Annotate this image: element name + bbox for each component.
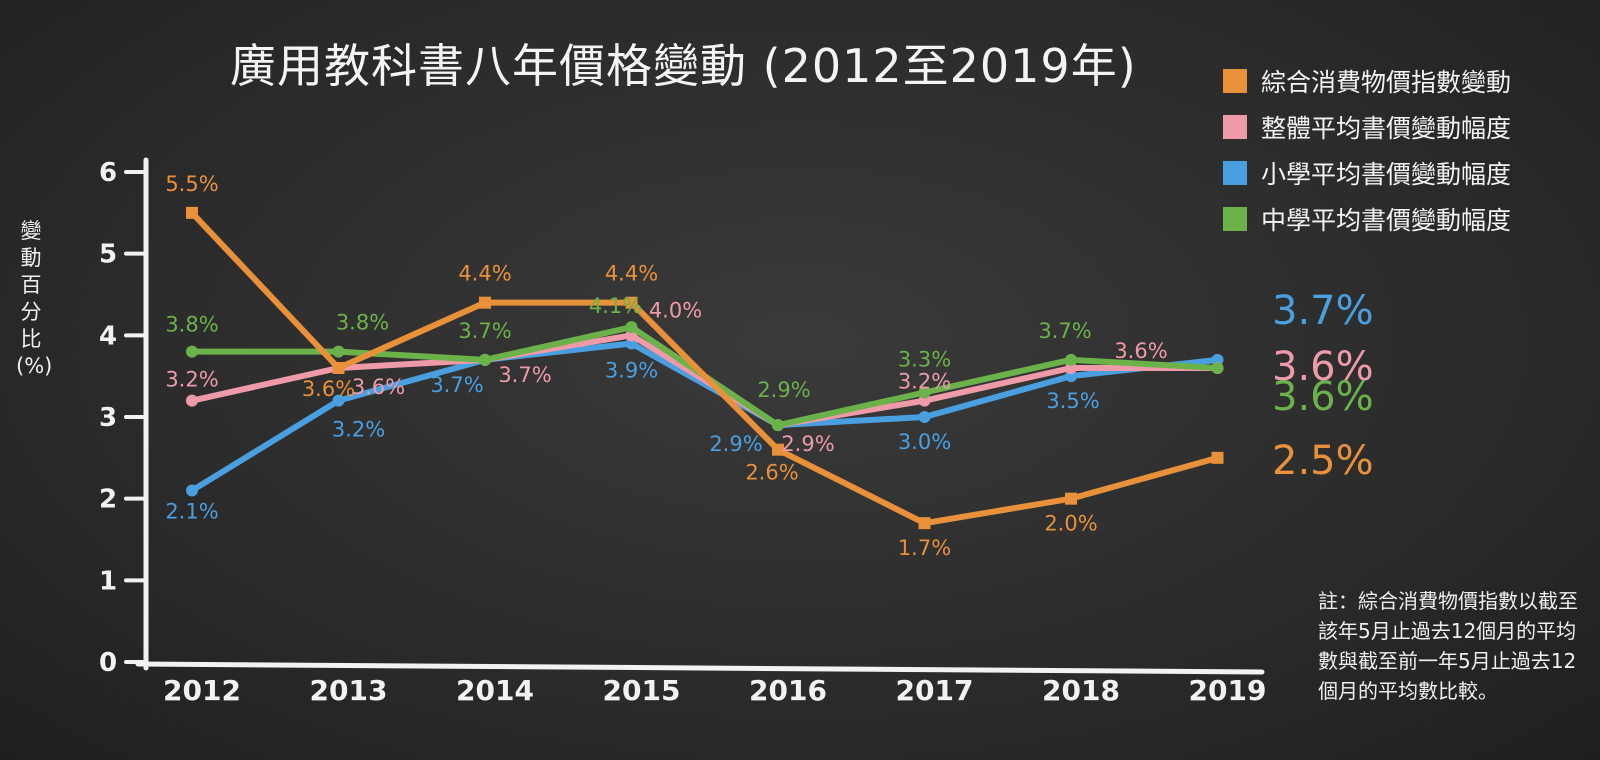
data-label: 3.7%	[498, 363, 551, 387]
data-label: 3.5%	[1046, 389, 1099, 413]
y-tick-label: 3	[99, 403, 117, 433]
data-labels-layer: 5.5% 3.6% 4.4% 4.4% 2.6% 1.7% 2.0% 3.2% 3.6% 3.7%…	[165, 172, 1167, 560]
series-0	[186, 206, 1224, 530]
data-label: 5.5%	[165, 172, 218, 196]
series-line	[189, 209, 1221, 527]
y-tick-label: 0	[99, 648, 117, 678]
data-label: 4.4%	[605, 262, 658, 286]
data-label: 3.6%	[352, 375, 405, 399]
legend-item: 整體平均書價變動幅度	[1223, 104, 1511, 150]
data-label: 3.7%	[430, 373, 483, 397]
x-axis-line	[135, 661, 1265, 675]
y-tick-label: 6	[99, 158, 117, 188]
data-point	[186, 394, 198, 407]
series-layer	[186, 206, 1224, 530]
data-label: 3.7%	[1038, 319, 1091, 343]
data-label: 3.2%	[165, 368, 218, 392]
legend-item: 小學平均書價變動幅度	[1223, 150, 1511, 196]
chart-title: 廣用教科書八年價格變動 (2012至2019年)	[230, 39, 1137, 93]
data-point	[1211, 451, 1224, 464]
y-tick-label: 4	[99, 321, 117, 351]
data-label: 3.8%	[165, 313, 218, 337]
data-label: 2.0%	[1044, 512, 1097, 536]
end-label: 3.6%	[1272, 374, 1374, 420]
data-label: 3.9%	[605, 359, 658, 383]
data-label: 2.6%	[745, 461, 798, 485]
end-label: 2.5%	[1272, 438, 1374, 484]
data-label: 3.3%	[898, 348, 951, 372]
x-tick-label: 2014	[456, 674, 534, 707]
x-tick-label: 2015	[603, 674, 681, 707]
legend-swatch	[1223, 69, 1247, 93]
legend-label: 整體平均書價變動幅度	[1261, 114, 1512, 143]
legend-swatch	[1223, 115, 1247, 139]
legend-label: 綜合消費物價指數變動	[1261, 68, 1512, 97]
data-label: 2.9%	[709, 432, 762, 456]
legend-item: 中學平均書價變動幅度	[1223, 196, 1511, 242]
data-point	[1065, 492, 1077, 505]
data-label: 3.8%	[336, 311, 389, 335]
x-tick-label: 2017	[896, 674, 974, 707]
data-point	[772, 419, 784, 432]
y-tick-label: 2	[99, 485, 117, 515]
data-label: 2.9%	[781, 432, 834, 456]
data-point	[1065, 353, 1077, 366]
data-point	[625, 321, 638, 334]
data-label: 4.4%	[458, 262, 511, 286]
footnote: 註：綜合消費物價指數以截至該年5月止過去12個月的平均數與截至前一年5月止過去1…	[1318, 589, 1578, 703]
legend-item: 綜合消費物價指數變動	[1223, 58, 1511, 104]
data-point	[186, 206, 198, 219]
x-tick-label: 2013	[310, 674, 388, 707]
data-point	[186, 345, 198, 358]
end-label: 3.6%	[1272, 344, 1374, 390]
x-tick-label: 2016	[749, 674, 827, 707]
data-point	[332, 394, 345, 407]
y-tick-label: 5	[99, 240, 117, 270]
data-point	[479, 353, 491, 366]
x-tick-label: 2019	[1189, 674, 1267, 707]
legend-swatch	[1223, 207, 1247, 231]
y-tick-label: 1	[99, 566, 117, 596]
data-label: 3.6%	[302, 377, 355, 401]
data-label: 4.1%	[589, 294, 642, 318]
data-label: 3.0%	[898, 430, 951, 454]
data-point	[479, 296, 491, 309]
data-label: 3.6%	[1114, 339, 1167, 363]
data-point	[918, 517, 931, 530]
data-label: 2.1%	[165, 500, 218, 524]
data-point	[918, 411, 931, 423]
x-tick-label: 2018	[1042, 674, 1120, 707]
legend-label: 中學平均書價變動幅度	[1261, 206, 1512, 235]
data-label: 3.7%	[458, 319, 511, 343]
data-label: 4.0%	[649, 298, 702, 322]
data-point	[625, 296, 638, 309]
end-label: 3.7%	[1272, 288, 1374, 334]
data-point	[332, 362, 345, 374]
x-tick-label: 2012	[163, 674, 241, 707]
legend: 綜合消費物價指數變動 整體平均書價變動幅度 小學平均書價變動幅度 中學平均書價變動幅度	[1223, 58, 1511, 242]
data-label: 3.2%	[332, 418, 385, 442]
data-point	[186, 484, 198, 497]
legend-label: 小學平均書價變動幅度	[1261, 160, 1512, 189]
legend-swatch	[1223, 161, 1247, 185]
chart-axes: 0 1 2 3 4 5 6 2012 2013 2014 2015 2016 2017 2018 2019	[99, 157, 1267, 707]
data-label: 2.9%	[757, 378, 810, 402]
data-label: 1.7%	[898, 536, 951, 560]
series-line	[189, 340, 1221, 494]
data-label: 3.2%	[898, 370, 951, 394]
data-point	[918, 386, 931, 399]
data-point	[772, 443, 784, 456]
data-point	[332, 345, 345, 358]
data-point	[1211, 362, 1224, 374]
